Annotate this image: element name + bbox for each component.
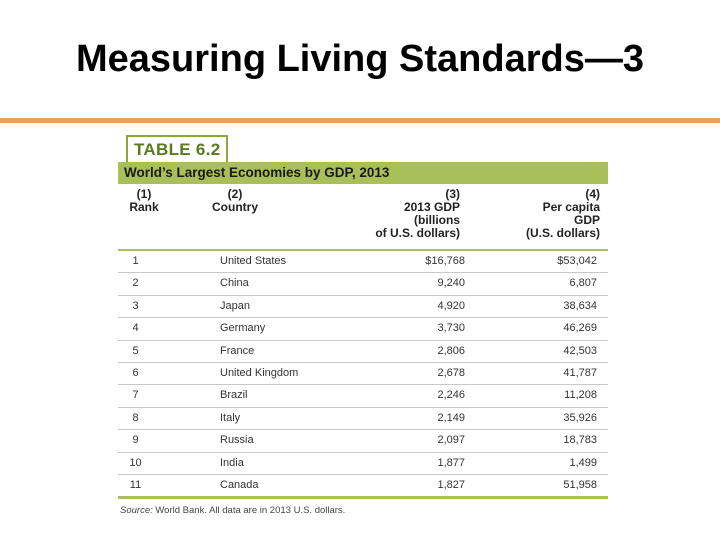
cell-rank: 1 [132,255,139,267]
cell-rank: 6 [132,366,139,379]
title-divider [0,118,720,123]
slide-title: Measuring Living Standards—3 [76,38,644,80]
cell-country: France [220,344,255,357]
table-row: 2 China 9,240 6,807 [118,273,608,296]
cell-rank: 3 [132,299,139,312]
header-gdp: (3) 2013 GDP (billions of U.S. dollars) [375,187,460,240]
table-source-note: Source: World Bank. All data are in 2013… [118,505,608,516]
cell-per-capita: 18,783 [563,434,597,447]
cell-country: Germany [220,322,266,335]
cell-rank: 7 [132,389,139,402]
cell-per-capita: 46,269 [563,322,597,335]
cell-per-capita: 51,958 [563,478,597,491]
table-body: 1 United States $16,768 $53,042 2 China 9,240 6… [118,251,608,500]
table-caption: World’s Largest Economies by GDP, 2013 [118,162,608,184]
cell-rank: 11 [129,478,142,491]
cell-per-capita: 38,634 [563,299,597,312]
cell-gdp: 4,920 [437,299,465,312]
table-row: 4 Germany 3,730 46,269 [118,318,608,341]
cell-per-capita: $53,042 [557,255,597,267]
cell-country: United Kingdom [220,366,299,379]
gdp-table: TABLE 6.2 World’s Largest Economies by G… [118,135,608,516]
table-row: 3 Japan 4,920 38,634 [118,296,608,319]
cell-gdp: 2,149 [437,411,465,424]
source-label: Source: [120,505,153,517]
cell-per-capita: 6,807 [569,277,597,290]
cell-rank: 9 [132,434,139,447]
cell-rank: 2 [132,277,139,290]
cell-country: China [220,277,249,290]
cell-per-capita: 1,499 [569,456,597,469]
cell-country: United States [220,255,287,267]
table-row: 7 Brazil 2,246 11,208 [118,385,608,408]
header-per-capita: (4) Per capita GDP (U.S. dollars) [525,187,600,240]
cell-per-capita: 41,787 [563,366,597,379]
table-row: 5 France 2,806 42,503 [118,341,608,363]
header-country: (2) Country [212,187,258,214]
cell-rank: 8 [132,411,139,424]
cell-gdp: 1,827 [437,478,465,491]
table-row: 1 United States $16,768 $53,042 [118,251,608,274]
cell-gdp: 1,877 [437,456,465,469]
cell-gdp: 3,730 [437,322,465,335]
cell-rank: 5 [132,344,139,357]
cell-gdp: $16,768 [425,255,465,267]
table-header-row: (1) Rank (2) Country (3) 2013 GDP (billi… [118,184,608,251]
cell-country: Brazil [220,389,248,402]
cell-country: Russia [220,434,254,447]
cell-country: Italy [220,411,241,424]
cell-per-capita: 11,208 [564,389,597,402]
table-row: 6 United Kingdom 2,678 41,787 [118,363,608,386]
cell-country: Canada [220,478,259,491]
cell-gdp: 2,246 [437,389,465,402]
source-text: World Bank. All data are in 2013 U.S. do… [155,505,346,517]
cell-per-capita: 42,503 [563,344,597,357]
cell-rank: 4 [132,322,139,335]
cell-gdp: 2,678 [437,366,465,379]
header-rank: (1) Rank [129,187,159,214]
cell-country: India [220,456,244,469]
cell-gdp: 2,097 [437,434,465,447]
cell-per-capita: 35,926 [563,411,597,424]
cell-rank: 10 [129,456,142,469]
table-row: 11 Canada 1,827 51,958 [118,475,608,500]
table-row: 10 India 1,877 1,499 [118,453,608,475]
table-number-label: TABLE 6.2 [126,135,229,162]
table-row: 8 Italy 2,149 35,926 [118,408,608,431]
cell-gdp: 2,806 [437,344,465,357]
cell-gdp: 9,240 [437,277,465,290]
cell-country: Japan [220,299,250,312]
table-row: 9 Russia 2,097 18,783 [118,430,608,453]
